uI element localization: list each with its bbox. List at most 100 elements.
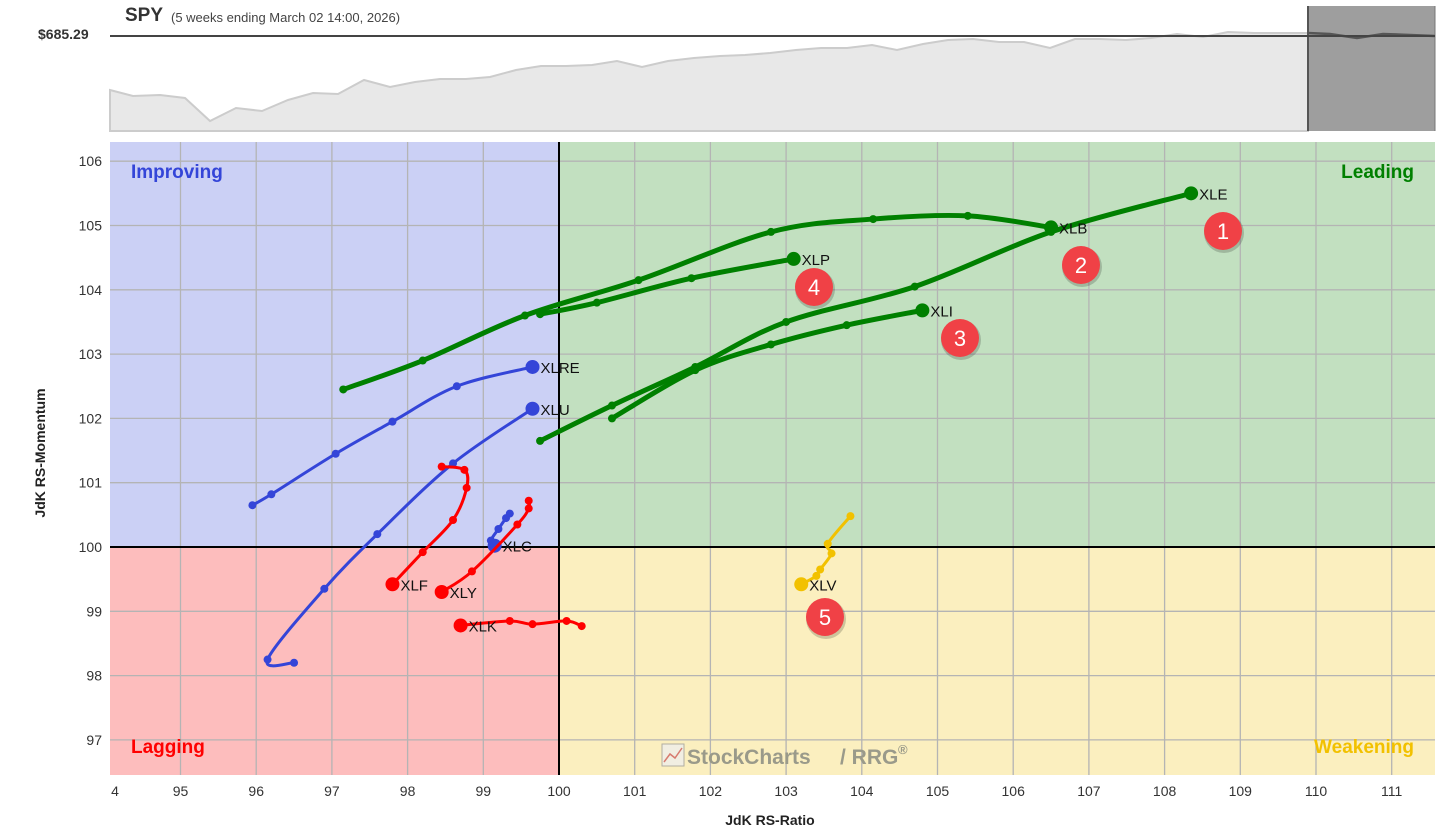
tail-point[interactable] xyxy=(910,282,919,291)
tail-point[interactable] xyxy=(449,459,458,468)
tail-head-point[interactable] xyxy=(794,577,809,592)
quadrant-weakening xyxy=(559,547,1435,775)
tail-point[interactable] xyxy=(520,311,529,320)
tail-head-point[interactable] xyxy=(1184,186,1199,201)
x-axis-label: JdK RS-Ratio xyxy=(725,812,815,828)
tail-point[interactable] xyxy=(513,520,522,529)
tail-point[interactable] xyxy=(562,616,571,625)
x-tick-label: 105 xyxy=(926,783,950,799)
tail-xlu[interactable]: XLU xyxy=(263,401,570,668)
tail-point[interactable] xyxy=(290,658,299,667)
tail-point[interactable] xyxy=(339,385,348,394)
tail-xli[interactable]: XLI xyxy=(607,303,953,423)
y-tick-label: 97 xyxy=(86,732,102,748)
tail-xlre[interactable]: XLRE xyxy=(248,359,580,510)
tail-point[interactable] xyxy=(494,524,503,533)
tail-point[interactable] xyxy=(452,382,461,391)
tail-point[interactable] xyxy=(687,274,696,283)
tail-point[interactable] xyxy=(388,417,397,426)
tail-point[interactable] xyxy=(963,211,972,220)
tail-point[interactable] xyxy=(467,567,476,576)
tail-point[interactable] xyxy=(418,548,427,557)
tail-xlk[interactable]: XLK xyxy=(453,616,586,636)
tail-point[interactable] xyxy=(524,504,533,513)
tail-point[interactable] xyxy=(816,565,825,574)
y-tick-label: 104 xyxy=(79,282,103,298)
y-tick-label: 98 xyxy=(86,668,102,684)
quadrant-label-leading: Leading xyxy=(1341,162,1414,183)
watermark-product: / RRG xyxy=(840,746,898,769)
tail-point[interactable] xyxy=(248,501,257,510)
tail-point[interactable] xyxy=(502,514,511,523)
tail-point[interactable] xyxy=(528,620,537,629)
tail-head-point[interactable] xyxy=(487,538,502,553)
tail-point[interactable] xyxy=(536,436,545,445)
price-window-highlight[interactable] xyxy=(1308,6,1435,131)
tail-head-point[interactable] xyxy=(786,251,801,266)
y-tick-label: 101 xyxy=(79,475,103,491)
tail-head-point[interactable] xyxy=(385,577,400,592)
tail-point[interactable] xyxy=(846,512,855,521)
tail-label: XLP xyxy=(802,252,830,269)
tail-label: XLC xyxy=(503,539,532,556)
tail-point[interactable] xyxy=(691,366,700,375)
tail-head-point[interactable] xyxy=(525,359,540,374)
tail-point[interactable] xyxy=(462,483,471,492)
benchmark-symbol: SPY xyxy=(125,5,164,26)
svg-text:4: 4 xyxy=(808,275,820,300)
tail-xlf[interactable]: XLF xyxy=(385,462,471,595)
tail-point[interactable] xyxy=(782,317,791,326)
tail-point[interactable] xyxy=(592,298,601,307)
tail-point[interactable] xyxy=(536,310,545,319)
annotation-badges: 1 2 3 4 5 xyxy=(795,212,1244,639)
quadrant-lagging xyxy=(110,547,559,775)
sector-tails[interactable]: XLE XLB XLI XLP XLRE XLU XLC XLF XLY XLK XLV xyxy=(248,186,1227,668)
tail-point[interactable] xyxy=(320,584,329,593)
tail-point[interactable] xyxy=(449,515,458,524)
tail-xlb[interactable]: XLB xyxy=(339,211,1087,394)
tail-xly[interactable]: XLY xyxy=(434,496,533,602)
tail-label: XLK xyxy=(469,618,497,635)
badge-1: 1 xyxy=(1204,212,1244,253)
svg-text:5: 5 xyxy=(819,605,831,630)
tail-point[interactable] xyxy=(607,414,616,423)
tail-label: XLB xyxy=(1059,220,1087,237)
tail-point[interactable] xyxy=(524,496,533,505)
tail-point[interactable] xyxy=(827,549,836,558)
watermark-brand: StockCharts xyxy=(687,746,811,769)
tail-xle[interactable]: XLE xyxy=(536,186,1227,445)
tail-xlp[interactable]: XLP xyxy=(536,251,830,319)
y-tick-label: 102 xyxy=(79,410,103,426)
tail-point[interactable] xyxy=(373,530,382,539)
x-tick-label: 95 xyxy=(173,783,189,799)
tail-point[interactable] xyxy=(418,356,427,365)
tail-point[interactable] xyxy=(812,571,821,580)
tail-point[interactable] xyxy=(766,340,775,349)
tail-head-point[interactable] xyxy=(453,618,468,633)
tail-head-point[interactable] xyxy=(434,585,449,600)
tail-head-point[interactable] xyxy=(1044,220,1059,235)
x-tick-label: 98 xyxy=(400,783,416,799)
tail-point[interactable] xyxy=(460,465,469,474)
tail-xlc[interactable]: XLC xyxy=(486,509,532,556)
tail-head-point[interactable] xyxy=(915,303,930,318)
x-tick-label: 100 xyxy=(547,783,571,799)
tail-point[interactable] xyxy=(505,616,514,625)
tail-point[interactable] xyxy=(869,215,878,224)
tail-point[interactable] xyxy=(607,401,616,410)
tail-point[interactable] xyxy=(267,490,276,499)
tail-xlv[interactable]: XLV xyxy=(794,512,855,594)
x-tick-label: 107 xyxy=(1077,783,1101,799)
tail-point[interactable] xyxy=(331,449,340,458)
tail-point[interactable] xyxy=(766,227,775,236)
tail-point[interactable] xyxy=(823,539,832,548)
tail-point[interactable] xyxy=(577,622,586,631)
tail-head-point[interactable] xyxy=(525,401,540,416)
tail-point[interactable] xyxy=(437,462,446,471)
tail-point[interactable] xyxy=(634,276,643,285)
tail-point[interactable] xyxy=(842,321,851,330)
tail-point[interactable] xyxy=(263,655,272,664)
svg-text:3: 3 xyxy=(954,326,966,351)
x-tick-label: 109 xyxy=(1229,783,1253,799)
